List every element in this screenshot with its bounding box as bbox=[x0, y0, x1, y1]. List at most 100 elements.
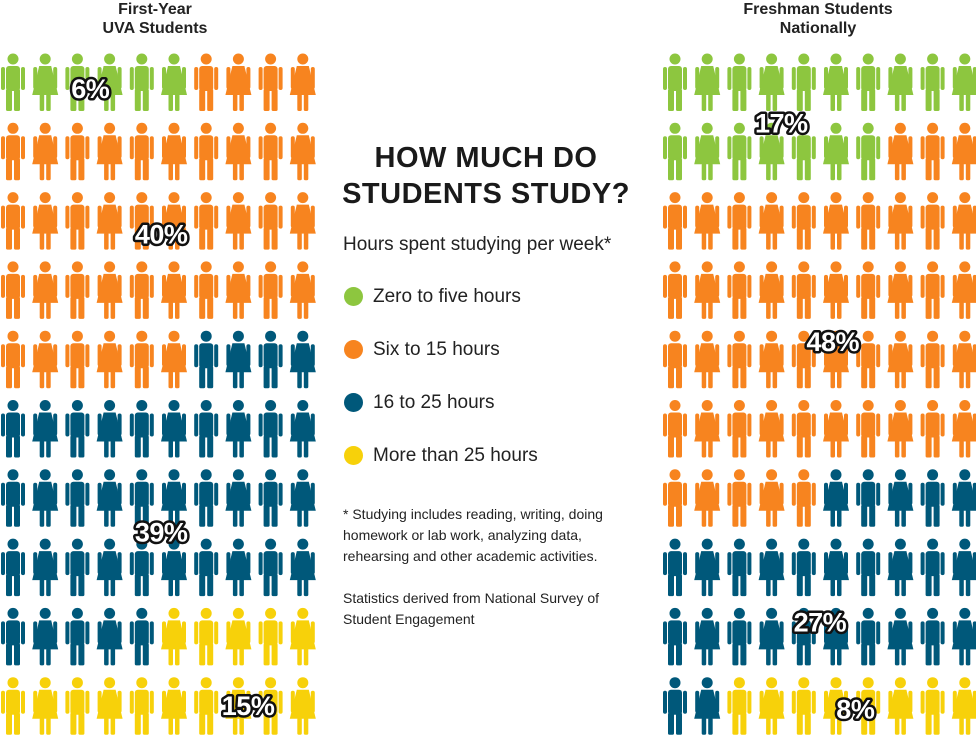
person-icon bbox=[694, 677, 721, 735]
person-icon bbox=[32, 261, 59, 319]
person-icon bbox=[823, 469, 849, 527]
person-icon bbox=[96, 607, 123, 666]
person-icon bbox=[856, 192, 881, 250]
legend-label: Six to 15 hours bbox=[373, 338, 500, 360]
person-icon bbox=[32, 538, 59, 597]
person-icon bbox=[258, 330, 283, 389]
person-icon bbox=[663, 192, 687, 250]
person-icon bbox=[920, 400, 945, 458]
person-icon bbox=[758, 330, 785, 389]
person-icon bbox=[920, 53, 945, 111]
legend-dot-blue bbox=[344, 393, 363, 412]
person-icon bbox=[951, 400, 976, 458]
person-icon bbox=[887, 469, 914, 527]
person-icon bbox=[887, 607, 914, 666]
person-icon bbox=[225, 400, 252, 458]
person-icon bbox=[758, 53, 785, 111]
person-icon bbox=[758, 538, 785, 597]
person-icon bbox=[129, 53, 154, 111]
person-icon bbox=[1, 261, 25, 319]
person-icon bbox=[225, 122, 252, 181]
legend-label: 16 to 25 hours bbox=[373, 391, 495, 413]
person-icon bbox=[727, 538, 752, 597]
legend-item-zero-to-five: Zero to five hours bbox=[344, 270, 636, 323]
person-icon bbox=[1, 330, 25, 389]
person-icon bbox=[951, 469, 976, 527]
person-icon bbox=[920, 261, 945, 319]
person-icon bbox=[161, 122, 187, 181]
person-icon bbox=[1, 469, 25, 527]
person-icon bbox=[289, 122, 316, 181]
person-icon bbox=[1, 400, 25, 458]
person-icon bbox=[663, 677, 687, 735]
person-icon bbox=[758, 607, 785, 666]
person-icon bbox=[856, 400, 881, 458]
percentage-label: 27% bbox=[794, 608, 847, 638]
legend-label: More than 25 hours bbox=[373, 444, 538, 466]
person-icon bbox=[129, 538, 154, 597]
person-icon bbox=[663, 469, 687, 527]
person-icon bbox=[194, 538, 219, 597]
person-icon bbox=[225, 192, 252, 250]
person-icon bbox=[1, 607, 25, 666]
person-icon bbox=[289, 261, 316, 319]
national-pictograph: 17% 48% 27% 8% bbox=[663, 53, 976, 735]
person-icon bbox=[225, 53, 252, 111]
legend-subtitle: Hours spent studying per week* bbox=[343, 234, 612, 255]
person-icon bbox=[758, 192, 785, 250]
person-icon bbox=[856, 677, 881, 735]
person-icon bbox=[65, 400, 90, 458]
person-icon bbox=[129, 261, 154, 319]
person-icon bbox=[161, 538, 187, 597]
person-icon bbox=[194, 53, 219, 111]
person-icon bbox=[194, 607, 219, 666]
person-icon bbox=[663, 53, 687, 111]
person-icon bbox=[289, 607, 316, 666]
person-icon bbox=[96, 677, 123, 735]
person-icon bbox=[856, 469, 881, 527]
person-icon bbox=[887, 330, 914, 389]
person-icon bbox=[96, 192, 123, 250]
percentage-label: 6% bbox=[71, 74, 110, 104]
person-icon bbox=[694, 122, 721, 181]
person-icon bbox=[65, 261, 90, 319]
person-icon bbox=[1, 192, 25, 250]
person-icon bbox=[727, 192, 752, 250]
percentage-label: 8% bbox=[836, 694, 875, 724]
person-icon bbox=[920, 192, 945, 250]
person-icon bbox=[856, 261, 881, 319]
person-icon bbox=[694, 538, 721, 597]
person-icon bbox=[758, 261, 785, 319]
person-icon bbox=[129, 607, 154, 666]
person-icon bbox=[694, 607, 721, 666]
person-icon bbox=[694, 261, 721, 319]
person-icon bbox=[65, 192, 90, 250]
person-icon bbox=[856, 122, 881, 181]
person-icon bbox=[920, 607, 945, 666]
person-icon bbox=[65, 469, 90, 527]
person-icon bbox=[32, 400, 59, 458]
person-icon bbox=[887, 677, 914, 735]
person-icon bbox=[289, 53, 316, 111]
person-icon bbox=[96, 261, 123, 319]
person-icon bbox=[951, 53, 976, 111]
person-icon bbox=[1, 122, 25, 181]
person-icon bbox=[951, 261, 976, 319]
person-icon bbox=[694, 469, 721, 527]
person-icon bbox=[129, 122, 154, 181]
person-icon bbox=[823, 261, 849, 319]
left-chart-title: First-Year UVA Students bbox=[102, 1, 208, 37]
person-icon bbox=[258, 677, 283, 735]
legend-item-16-to-25: 16 to 25 hours bbox=[344, 376, 636, 429]
person-icon bbox=[161, 469, 187, 527]
person-icon bbox=[823, 330, 849, 389]
person-icon bbox=[225, 607, 252, 666]
person-icon bbox=[129, 469, 154, 527]
person-icon bbox=[727, 607, 752, 666]
person-icon bbox=[194, 122, 219, 181]
legend-label: Zero to five hours bbox=[373, 285, 521, 307]
person-icon bbox=[727, 122, 752, 181]
person-icon bbox=[920, 677, 945, 735]
person-icon bbox=[96, 330, 123, 389]
person-icon bbox=[951, 192, 976, 250]
